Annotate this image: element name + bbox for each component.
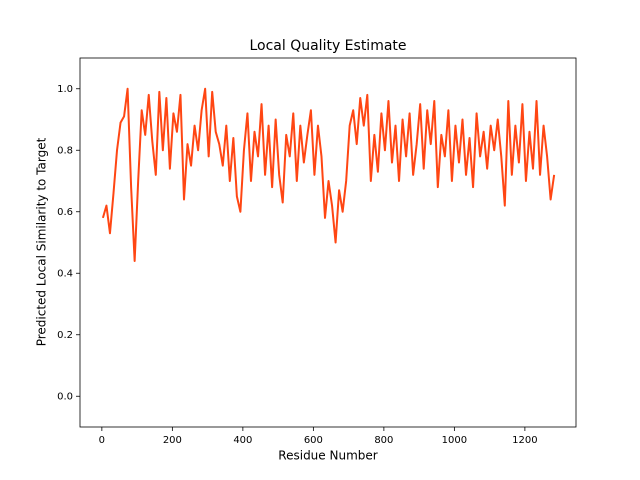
chart-title: Local Quality Estimate — [249, 38, 406, 54]
data-line — [101, 87, 556, 262]
x-tick-label: 1000 — [442, 435, 467, 446]
plot-frame — [79, 57, 577, 428]
y-tick-label: 0.4 — [57, 268, 73, 279]
x-tick-label: 600 — [304, 435, 323, 446]
y-tick-label: 0.0 — [57, 391, 73, 402]
x-tick-label: 400 — [233, 435, 252, 446]
y-axis-label: Predicted Local Similarity to Target — [35, 137, 49, 346]
y-tick-label: 0.8 — [57, 145, 73, 156]
x-tick-label: 800 — [374, 435, 393, 446]
x-tick-label: 200 — [163, 435, 182, 446]
x-axis-label: Residue Number — [278, 449, 377, 463]
x-tick-label: 0 — [99, 435, 105, 446]
y-tick-label: 0.2 — [57, 330, 73, 341]
y-tick-label: 0.6 — [57, 207, 73, 218]
y-tick-label: 1.0 — [57, 84, 73, 95]
x-tick-label: 1200 — [512, 435, 537, 446]
